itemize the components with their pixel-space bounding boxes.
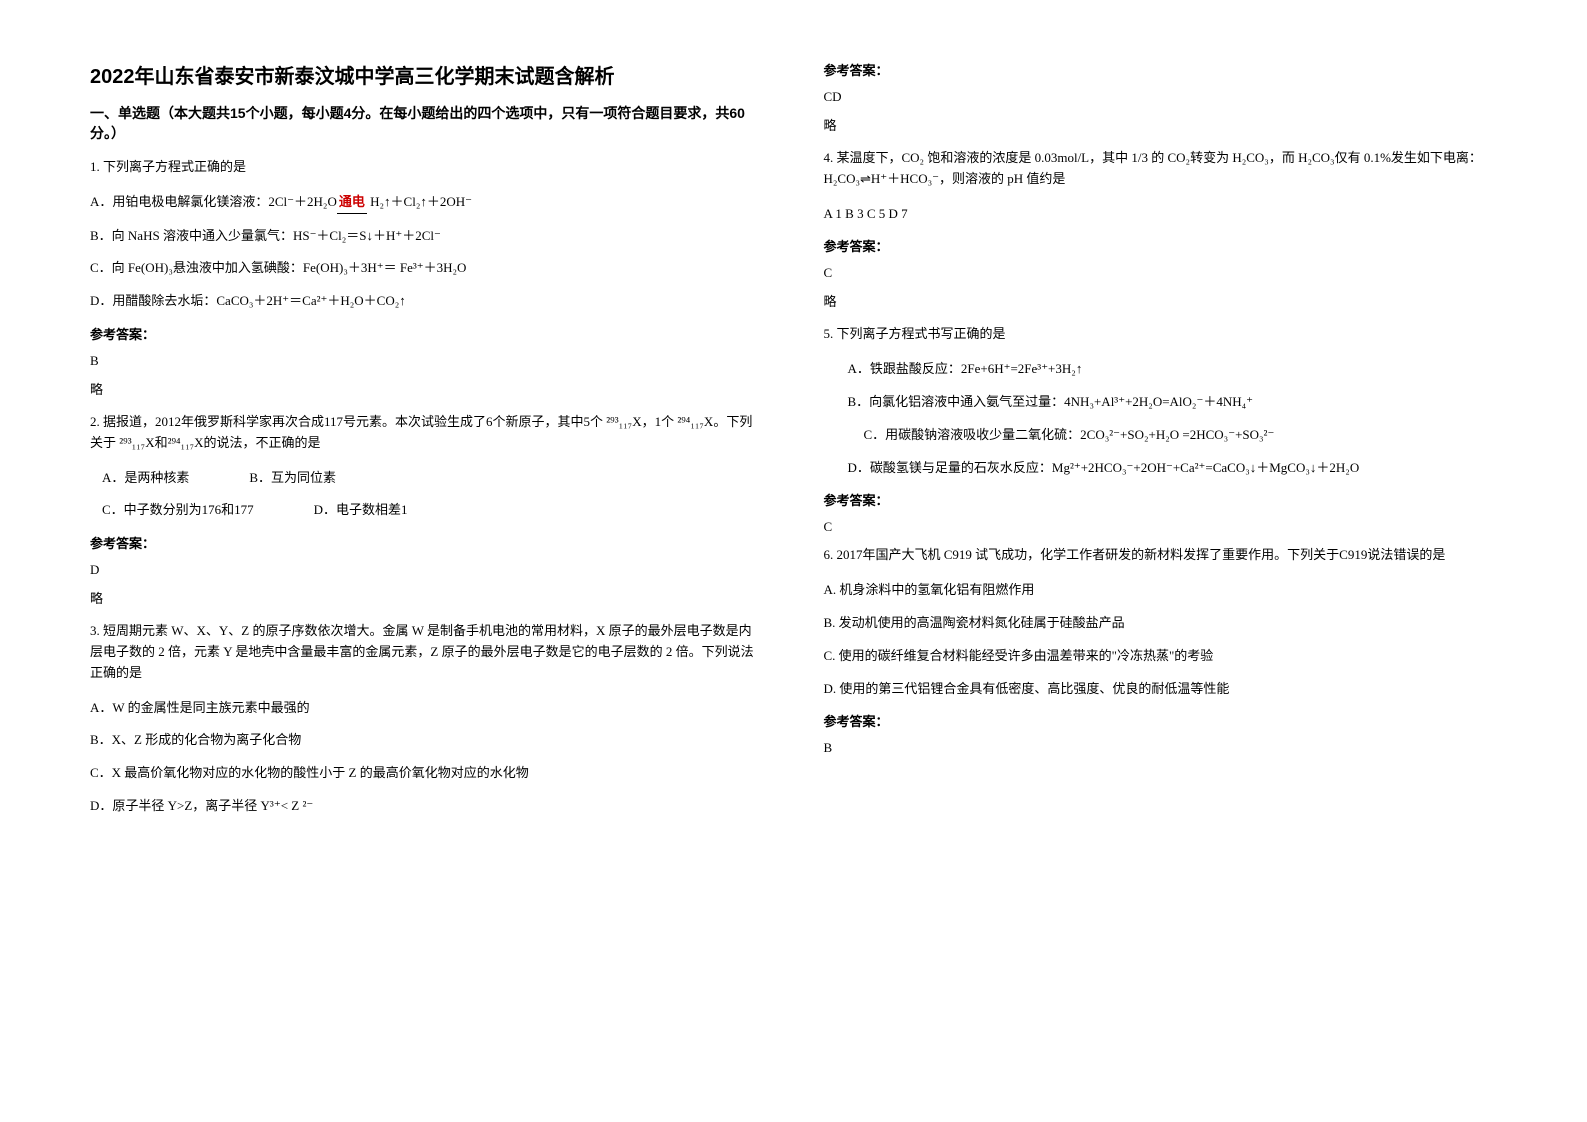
q5-opt-d: D．碳酸氢镁与足量的石灰水反应：Mg²⁺+2HCO₃⁻+2OH⁻+Ca²⁺=Ca…: [824, 458, 1498, 479]
q1-skip: 略: [90, 379, 764, 398]
q1-a-pre: A．用铂电极电解氯化镁溶液：2Cl⁻＋2H₂O: [90, 194, 337, 209]
q3-opt-d: D．原子半径 Y>Z，离子半径 Y³⁺< Z ²⁻: [90, 796, 764, 817]
q2-stem-a: 2. 据报道，2012年俄罗斯科学家再次合成117号元素。本次试验生成了6个新原…: [90, 414, 606, 429]
q2-iso2: ²⁹⁴₁₁₇X: [677, 414, 713, 429]
q2-stem-e: 的说法，不正确的是: [204, 435, 321, 450]
q1-opt-c: C．向 Fe(OH)₃悬浊液中加入氢碘酸：Fe(OH)₃＋3H⁺＝ Fe³⁺＋3…: [90, 258, 764, 279]
q5-ans: C: [824, 519, 1498, 535]
q6-opt-a: A. 机身涂料中的氢氧化铝有阻燃作用: [824, 580, 1498, 601]
q6-ans-label: 参考答案：: [824, 711, 1498, 730]
section-header: 一、单选题（本大题共15个小题，每小题4分。在每小题给出的四个选项中，只有一项符…: [90, 103, 764, 143]
electrolysis-text: 通电: [339, 194, 365, 209]
right-column: 参考答案： CD 略 4. 某温度下，CO₂ 饱和溶液的浓度是 0.03mol/…: [794, 60, 1498, 1062]
q1-opt-d: D．用醋酸除去水垢：CaCO₃＋2H⁺＝Ca²⁺＋H₂O＋CO₂↑: [90, 291, 764, 312]
q5-opt-c: C．用碳酸钠溶液吸收少量二氧化硫：2CO₃²⁻+SO₂+H₂O =2HCO₃⁻+…: [824, 425, 1498, 446]
q2-stem-d: 和: [155, 435, 168, 450]
q1-opt-a: A．用铂电极电解氯化镁溶液：2Cl⁻＋2H₂O通电 H₂↑＋Cl₂↑＋2OH⁻: [90, 192, 764, 214]
q6-opt-c: C. 使用的碳纤维复合材料能经受许多由温差带来的"冷冻热蒸"的考验: [824, 646, 1498, 667]
q3-stem: 3. 短周期元素 W、X、Y、Z 的原子序数依次增大。金属 W 是制备手机电池的…: [90, 621, 764, 683]
q2-opts-row2: C．中子数分别为176和177 D．电子数相差1: [90, 500, 764, 521]
q1-ans-label: 参考答案：: [90, 324, 764, 343]
q1-stem: 1. 下列离子方程式正确的是: [90, 157, 764, 178]
q2-opts-row1: A．是两种核素 B．互为同位素: [90, 468, 764, 489]
q6-opt-d: D. 使用的第三代铝锂合金具有低密度、高比强度、优良的耐低温等性能: [824, 679, 1498, 700]
q3-skip: 略: [824, 115, 1498, 134]
q2-skip: 略: [90, 588, 764, 607]
q3-opt-b: B．X、Z 形成的化合物为离子化合物: [90, 730, 764, 751]
q1-a-post: H₂↑＋Cl₂↑＋2OH⁻: [367, 194, 472, 209]
q2-iso1: ²⁹³₁₁₇X: [606, 414, 641, 429]
q4-stem: 4. 某温度下，CO₂ 饱和溶液的浓度是 0.03mol/L，其中 1/3 的 …: [824, 148, 1498, 190]
q2-opt-c: C．中子数分别为176和177: [102, 502, 254, 517]
q4-ans-label: 参考答案：: [824, 236, 1498, 255]
q3-ans-label: 参考答案：: [824, 60, 1498, 79]
q2-ans-label: 参考答案：: [90, 533, 764, 552]
left-column: 2022年山东省泰安市新泰汶城中学高三化学期末试题含解析 一、单选题（本大题共1…: [90, 60, 794, 1062]
q2-opt-d: D．电子数相差1: [314, 502, 408, 517]
q4-ans: C: [824, 265, 1498, 281]
q2-stem: 2. 据报道，2012年俄罗斯科学家再次合成117号元素。本次试验生成了6个新原…: [90, 412, 764, 454]
q2-opt-b: B．互为同位素: [249, 470, 336, 485]
q4-skip: 略: [824, 291, 1498, 310]
q6-opt-b: B. 发动机使用的高温陶瓷材料氮化硅属于硅酸盐产品: [824, 613, 1498, 634]
q6-ans: B: [824, 740, 1498, 756]
q6-stem: 6. 2017年国产大飞机 C919 试飞成功，化学工作者研发的新材料发挥了重要…: [824, 545, 1498, 566]
q2-ans: D: [90, 562, 764, 578]
q3-opt-a: A．W 的金属性是同主族元素中最强的: [90, 698, 764, 719]
page-title: 2022年山东省泰安市新泰汶城中学高三化学期末试题含解析: [90, 60, 764, 89]
q1-opt-b: B．向 NaHS 溶液中通入少量氯气：HS⁻＋Cl₂＝S↓＋H⁺＋2Cl⁻: [90, 226, 764, 247]
q2-stem-b: ，1个: [642, 414, 678, 429]
equilibrium-arrow-icon: ⇌: [860, 171, 871, 186]
electrolysis-condition: 通电: [337, 192, 367, 214]
q2-iso2b: ²⁹⁴₁₁₇X: [168, 435, 204, 450]
q1-ans: B: [90, 353, 764, 369]
q5-ans-label: 参考答案：: [824, 490, 1498, 509]
q5-opt-b: B．向氯化铝溶液中通入氨气至过量：4NH₃+Al³⁺+2H₂O=AlO₂⁻＋4N…: [824, 392, 1498, 413]
q4-stem-b: H⁺＋HCO₃⁻，则溶液的 pH 值约是: [871, 171, 1065, 186]
q5-stem: 5. 下列离子方程式书写正确的是: [824, 324, 1498, 345]
q2-opt-a: A．是两种核素: [102, 470, 189, 485]
q5-opt-a: A．铁跟盐酸反应：2Fe+6H⁺=2Fe³⁺+3H₂↑: [824, 359, 1498, 380]
q4-opts: A 1 B 3 C 5 D 7: [824, 204, 1498, 225]
q3-opt-c: C．X 最高价氧化物对应的水化物的酸性小于 Z 的最高价氧化物对应的水化物: [90, 763, 764, 784]
q3-ans: CD: [824, 89, 1498, 105]
q2-iso1b: ²⁹³₁₁₇X: [119, 435, 154, 450]
